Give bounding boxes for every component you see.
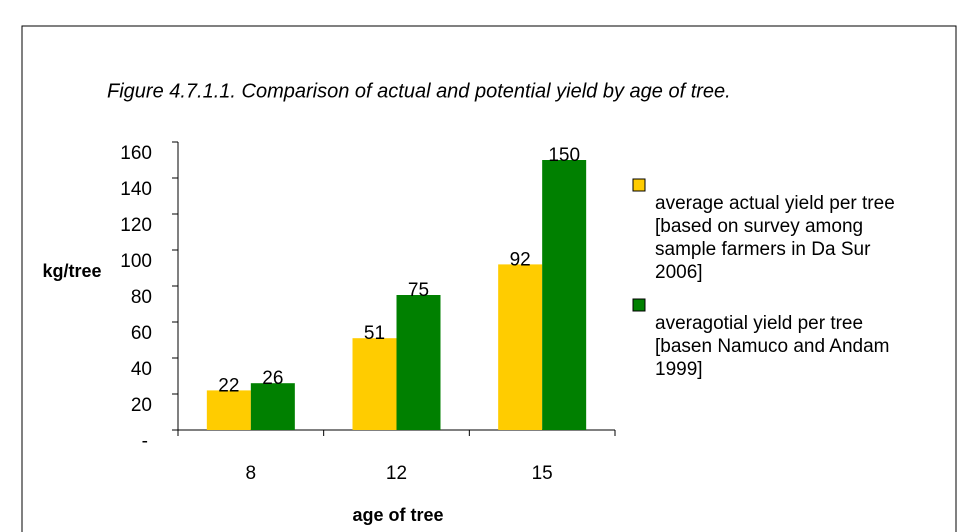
data-label: 75	[408, 280, 429, 301]
y-tick-label: 160	[120, 143, 152, 164]
bar	[498, 264, 543, 430]
frame	[21, 25, 957, 532]
data-label: 150	[548, 145, 580, 166]
bar	[206, 390, 251, 430]
y-tick-label: 60	[131, 323, 152, 344]
y-tick-label: 20	[131, 395, 152, 416]
y-tick-label: 140	[120, 179, 152, 200]
y-tick-label: 120	[120, 215, 152, 236]
y-tick-label: 80	[131, 287, 152, 308]
x-tick-label: 15	[532, 463, 553, 484]
legend-swatch	[632, 298, 646, 312]
y-tick-label: 40	[131, 359, 152, 380]
bar	[250, 383, 295, 430]
x-tick-label: 12	[386, 463, 407, 484]
data-label: 92	[510, 249, 531, 270]
legend-swatch	[632, 178, 646, 192]
bar	[396, 295, 441, 430]
legend-entry: averagotial yield per tree [basen Namuco…	[655, 313, 890, 380]
data-label: 22	[218, 375, 239, 396]
bar	[542, 160, 587, 430]
y-tick-label: -	[142, 431, 148, 452]
x-tick-label: 8	[246, 463, 257, 484]
x-axis-label: age of tree	[352, 505, 443, 525]
y-tick-label: 100	[120, 251, 152, 272]
chart-title: Figure 4.7.1.1. Comparison of actual and…	[107, 80, 731, 102]
data-label: 51	[364, 323, 385, 344]
bar	[352, 338, 397, 430]
legend-entry: average actual yield per tree [based on …	[655, 193, 895, 283]
data-label: 26	[262, 368, 283, 389]
y-axis-label: kg/tree	[42, 261, 101, 281]
